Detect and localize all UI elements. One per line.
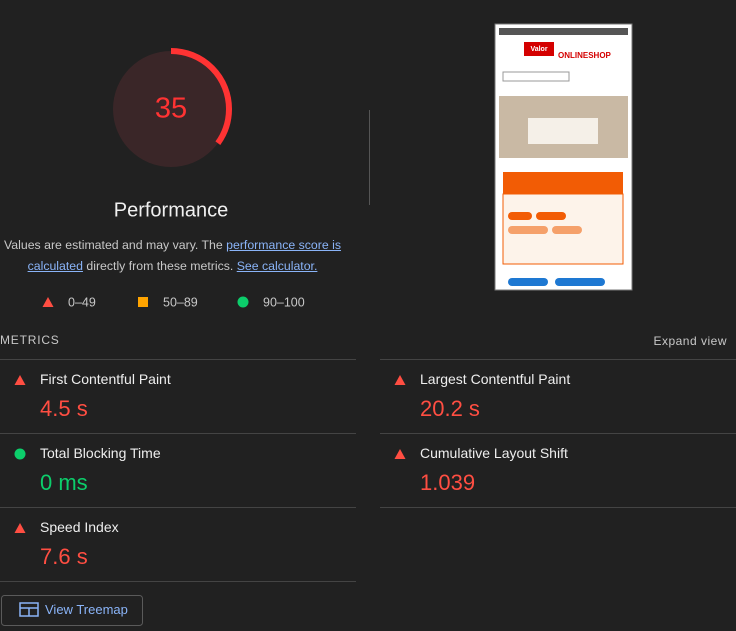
treemap-button-border	[1, 595, 143, 626]
metric-icon	[14, 448, 26, 460]
metric-icon	[394, 375, 406, 385]
metric-value: 7.6 s	[40, 544, 88, 569]
metric-icon	[14, 523, 26, 533]
row-divider	[0, 507, 356, 508]
metric-value: 20.2 s	[420, 396, 480, 421]
expand-view[interactable]: Expand view	[653, 334, 727, 348]
gauge-arc	[110, 48, 232, 170]
row-divider	[380, 359, 736, 360]
thumb-shop: ONLINESHOP	[558, 51, 612, 60]
metric-value: 1.039	[420, 470, 476, 495]
calculator-link[interactable]: See calculator.	[236, 259, 318, 273]
metric-name: Total Blocking Time	[40, 445, 161, 461]
thumb-tag	[552, 226, 582, 234]
metric-value: 4.5 s	[40, 396, 88, 421]
metric-icon	[394, 449, 406, 459]
view-treemap-button[interactable]: View Treemap	[45, 602, 128, 617]
thumb-section	[503, 172, 623, 194]
legend-icon	[138, 297, 148, 307]
row-divider	[380, 507, 736, 508]
metric-name: Speed Index	[40, 519, 119, 535]
thumb-hero-text	[528, 118, 598, 144]
performance-score-link[interactable]: performance score is calculated	[27, 238, 341, 273]
thumb-tag	[555, 278, 605, 286]
gauge-score: 35	[155, 93, 187, 125]
thumb-tag	[536, 212, 566, 220]
screenshot-thumbnail: Valor ONLINESHOP	[494, 23, 633, 291]
description: Values are estimated and may vary. The p…	[0, 235, 345, 277]
legend-range: 50–89	[163, 295, 198, 309]
metric-name: First Contentful Paint	[40, 371, 171, 387]
metric-name: Cumulative Layout Shift	[420, 445, 568, 461]
thumb-tag	[508, 226, 548, 234]
row-divider	[0, 433, 356, 434]
legend-icon	[237, 296, 249, 308]
row-divider	[0, 581, 356, 582]
row-divider	[0, 359, 356, 360]
thumb-brand: Valor	[530, 46, 547, 53]
metric-icon	[14, 375, 26, 385]
gauge-bg	[113, 51, 229, 167]
metric-name: Largest Contentful Paint	[420, 371, 571, 387]
thumb-tag	[508, 212, 532, 220]
row-divider	[380, 433, 736, 434]
thumb-search	[502, 71, 570, 82]
thumb-logo	[524, 42, 554, 56]
legend-icon	[42, 297, 54, 307]
metrics-title: METRICS	[0, 333, 60, 347]
legend-range: 90–100	[263, 295, 305, 309]
metric-value: 0 ms	[40, 470, 88, 495]
thumb-tag	[508, 278, 548, 286]
thumb-banner	[499, 28, 628, 35]
description-text: directly from these metrics.	[82, 259, 237, 273]
legend-range: 0–49	[68, 295, 96, 309]
gauge-label: Performance	[114, 199, 229, 221]
description-text: Values are estimated and may vary. The	[4, 238, 227, 252]
